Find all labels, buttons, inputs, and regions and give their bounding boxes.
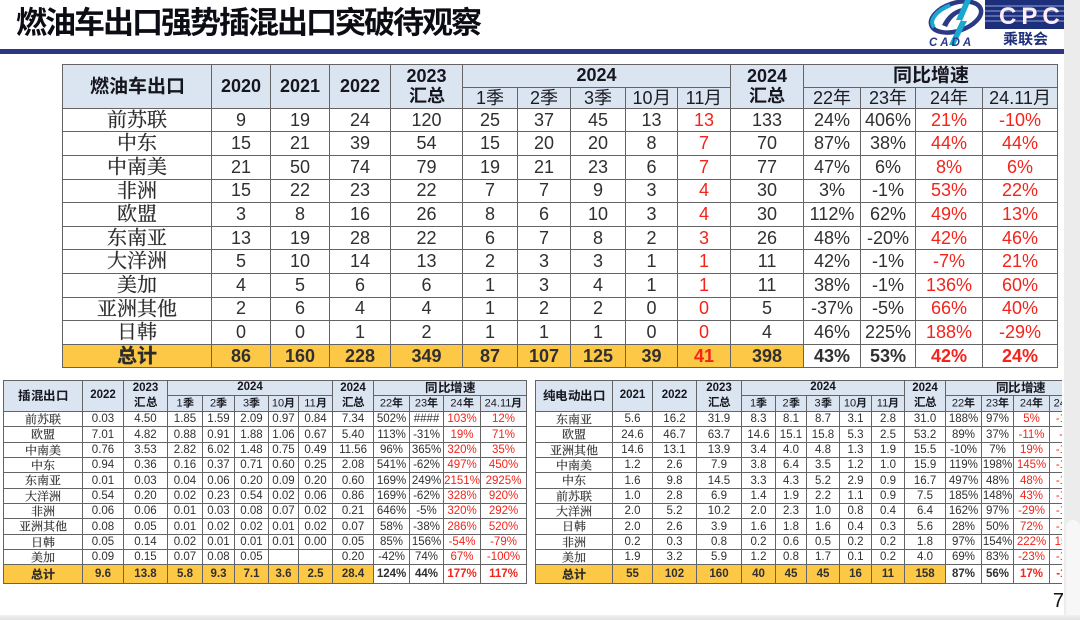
svg-text:CPC: CPC — [999, 3, 1065, 30]
svg-text:CADA: CADA — [929, 37, 974, 49]
